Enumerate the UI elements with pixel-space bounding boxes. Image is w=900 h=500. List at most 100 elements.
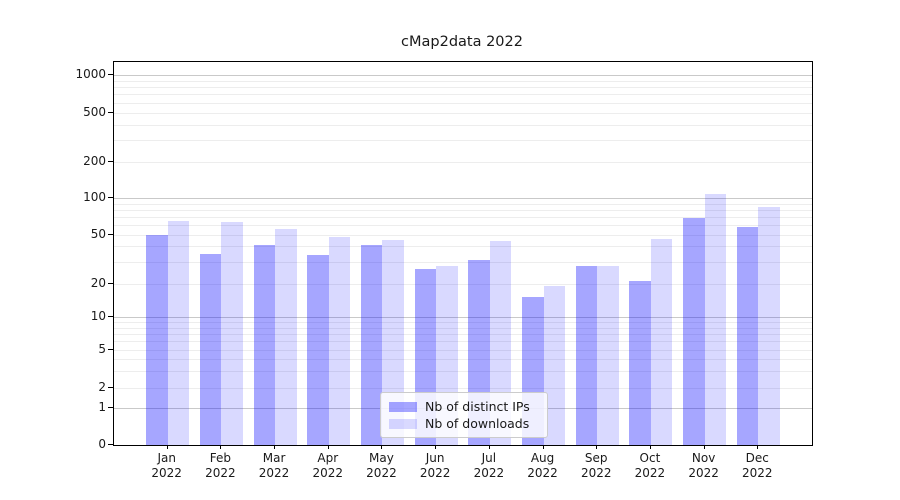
year-label: 2022	[473, 466, 505, 480]
month-label: May	[369, 451, 394, 465]
y-tick-label: 2	[98, 379, 106, 394]
year-label: 2022	[742, 466, 773, 480]
minor-gridline	[114, 341, 812, 343]
x-tick-mark	[327, 445, 329, 449]
year-label: 2022	[580, 466, 612, 480]
bar-feb-distinct-ips	[199, 253, 222, 445]
plot-area: Nb of distinct IPs Nb of downloads	[113, 61, 813, 446]
year-label: 2022	[151, 466, 182, 480]
bar-jan-distinct-ips	[146, 234, 168, 445]
year-label: 2022	[527, 466, 558, 480]
x-tick-mark	[274, 445, 276, 449]
y-tick-mark	[108, 386, 113, 388]
minor-gridline	[114, 322, 812, 324]
y-tick-label: 5	[98, 342, 106, 356]
y-tick-mark	[108, 197, 113, 198]
legend-row: Nb of downloads	[389, 415, 539, 432]
bar-nov-downloads	[704, 194, 727, 445]
x-tick-label-jan: Jan 2022	[139, 451, 195, 481]
bar-jan-downloads	[167, 220, 190, 445]
bar-dec-downloads	[758, 207, 780, 445]
year-label: 2022	[312, 466, 344, 480]
x-tick-label-feb: Feb 2022	[192, 451, 248, 481]
legend-label: Nb of distinct IPs	[425, 399, 530, 414]
y-tick-mark	[108, 316, 113, 317]
x-tick-mark	[596, 445, 598, 449]
minor-gridline	[114, 203, 812, 205]
y-tick-label: 200	[83, 154, 106, 168]
bar-mar-downloads	[275, 228, 297, 445]
x-tick-label-aug: Aug 2022	[515, 451, 571, 481]
y-tick-mark	[108, 161, 113, 162]
x-tick-mark	[488, 445, 490, 449]
month-label: Nov	[691, 451, 716, 465]
month-label: Dec	[745, 451, 769, 465]
month-label: Feb	[209, 451, 231, 465]
year-label: 2022	[688, 466, 719, 480]
minor-gridline	[114, 327, 812, 329]
y-tick-mark	[108, 74, 113, 75]
bar-oct-downloads	[650, 238, 673, 445]
month-label: Jun	[425, 451, 445, 465]
legend-swatch-icon	[389, 401, 417, 412]
x-tick-label-jul: Jul 2022	[461, 451, 517, 481]
minor-gridline	[114, 333, 812, 335]
x-tick-label-mar: Mar 2022	[246, 451, 302, 481]
y-tick-label: 1000	[75, 67, 106, 81]
legend: Nb of distinct IPs Nb of downloads	[380, 392, 548, 438]
x-tick-mark	[703, 445, 705, 449]
y-tick-label: 500	[83, 104, 106, 119]
minor-gridline	[114, 87, 812, 89]
minor-gridline	[114, 140, 812, 142]
year-label: 2022	[205, 466, 236, 480]
bar-aug-downloads	[543, 285, 566, 445]
bar-mar-distinct-ips	[253, 245, 276, 445]
y-tick-mark	[108, 444, 113, 445]
minor-gridline	[114, 102, 812, 104]
bar-sep-downloads	[597, 265, 619, 445]
bar-feb-downloads	[221, 222, 243, 445]
y-tick-label: 100	[83, 190, 106, 204]
legend-label: Nb of downloads	[425, 416, 530, 431]
minor-gridline	[114, 124, 812, 126]
month-label: Mar	[262, 451, 286, 465]
year-label: 2022	[366, 466, 397, 480]
x-tick-mark	[542, 445, 544, 449]
major-gridline	[114, 317, 812, 318]
year-label: 2022	[419, 466, 451, 480]
y-tick-label: 50	[90, 226, 106, 241]
month-label: Jan	[157, 451, 176, 465]
year-label: 2022	[258, 466, 290, 480]
bar-apr-distinct-ips	[307, 255, 329, 445]
month-label: Sep	[584, 451, 608, 465]
minor-gridline	[114, 370, 812, 372]
x-tick-label-sep: Sep 2022	[568, 451, 624, 481]
year-label: 2022	[634, 466, 666, 480]
legend-swatch-icon	[389, 418, 417, 429]
y-tick-mark	[108, 349, 113, 350]
y-tick-mark	[108, 111, 113, 113]
minor-gridline	[114, 261, 812, 263]
month-label: Apr	[317, 451, 339, 465]
month-label: Aug	[530, 451, 555, 465]
y-tick-label: 1	[98, 400, 106, 414]
x-tick-label-dec: Dec 2022	[729, 451, 785, 481]
minor-gridline	[114, 359, 812, 361]
minor-gridline	[114, 234, 812, 236]
minor-gridline	[114, 112, 812, 114]
x-tick-mark	[166, 445, 168, 449]
y-tick-label: 0	[98, 437, 106, 451]
minor-gridline	[114, 80, 812, 82]
x-tick-mark	[435, 445, 437, 449]
major-gridline	[114, 75, 812, 76]
bar-may-distinct-ips	[360, 245, 383, 445]
month-label: Jul	[481, 451, 497, 465]
minor-gridline	[114, 209, 812, 211]
minor-gridline	[114, 224, 812, 226]
minor-gridline	[114, 216, 812, 218]
bar-dec-distinct-ips	[736, 226, 759, 445]
x-tick-mark	[381, 445, 383, 449]
y-tick-label: 20	[90, 275, 106, 290]
minor-gridline	[114, 283, 812, 285]
bar-sep-distinct-ips	[575, 265, 598, 445]
